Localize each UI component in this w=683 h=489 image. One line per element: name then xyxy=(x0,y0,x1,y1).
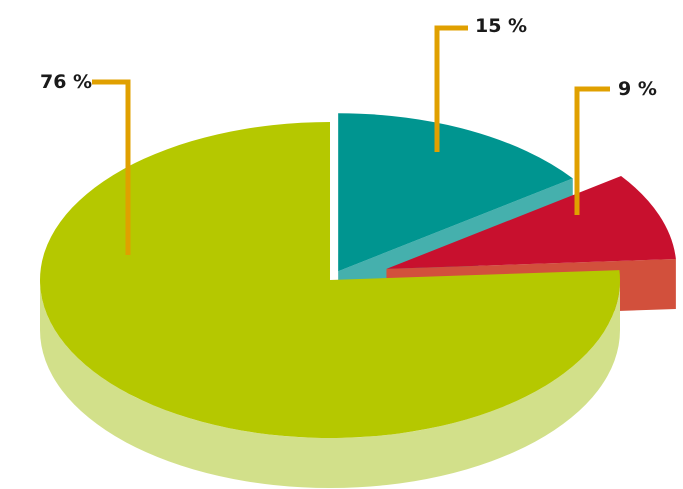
slice-top-76 xyxy=(39,122,621,438)
leader-lines xyxy=(92,25,610,255)
pie-slices xyxy=(39,113,676,488)
data-labels: 76 % 15 % 9 % xyxy=(40,15,657,100)
slice-label-9: 9 % xyxy=(618,78,657,100)
slice-top-9 xyxy=(386,176,676,269)
leader-15 xyxy=(434,25,468,152)
leader-76 xyxy=(92,79,131,255)
slice-label-76: 76 % xyxy=(40,71,92,93)
leader-9 xyxy=(574,86,610,215)
slice-side-76 xyxy=(40,280,620,488)
slice-label-15: 15 % xyxy=(475,15,527,37)
slice-top-15 xyxy=(338,113,573,272)
pie-slice-76 xyxy=(39,122,621,488)
